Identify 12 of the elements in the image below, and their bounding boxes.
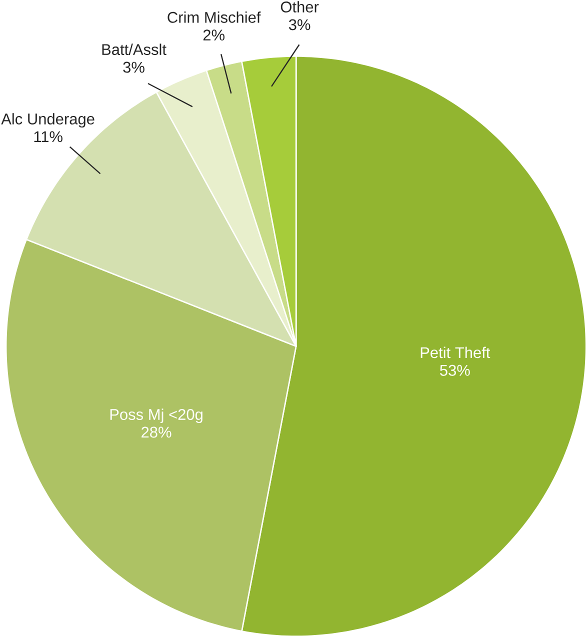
slice-label: Crim Mischief [168,11,261,23]
data-label: 28% [142,426,172,438]
data-label: 3% [289,19,310,30]
slice-label: Other [281,1,319,12]
slice-label: Petit Theft [420,346,490,358]
slice-label: Batt/Asslt [102,44,166,56]
data-label: 11% [34,131,63,142]
data-label: 53% [440,364,470,376]
slice-label: Poss Mj <20g [110,408,203,424]
slice-label: Alc Underage [1,113,94,128]
data-label: 3% [123,62,145,73]
data-label: 2% [204,30,225,41]
